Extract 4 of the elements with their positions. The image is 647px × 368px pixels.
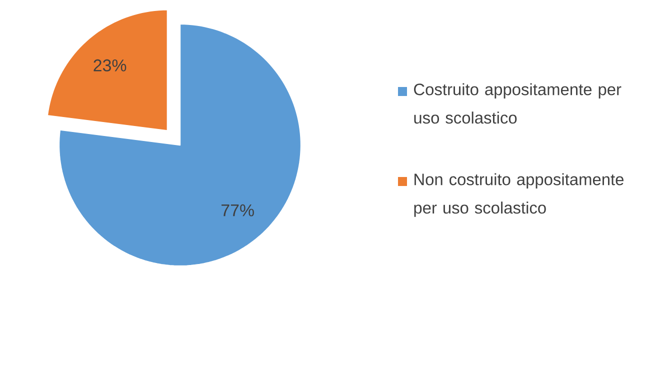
data-label: 23%: [94, 59, 126, 72]
legend-label: Non costruito appositamente per uso scolastico: [414, 173, 624, 217]
data-label: 77%: [222, 204, 254, 216]
legend-label: Costruito appositamente per uso scolastico: [414, 83, 622, 124]
